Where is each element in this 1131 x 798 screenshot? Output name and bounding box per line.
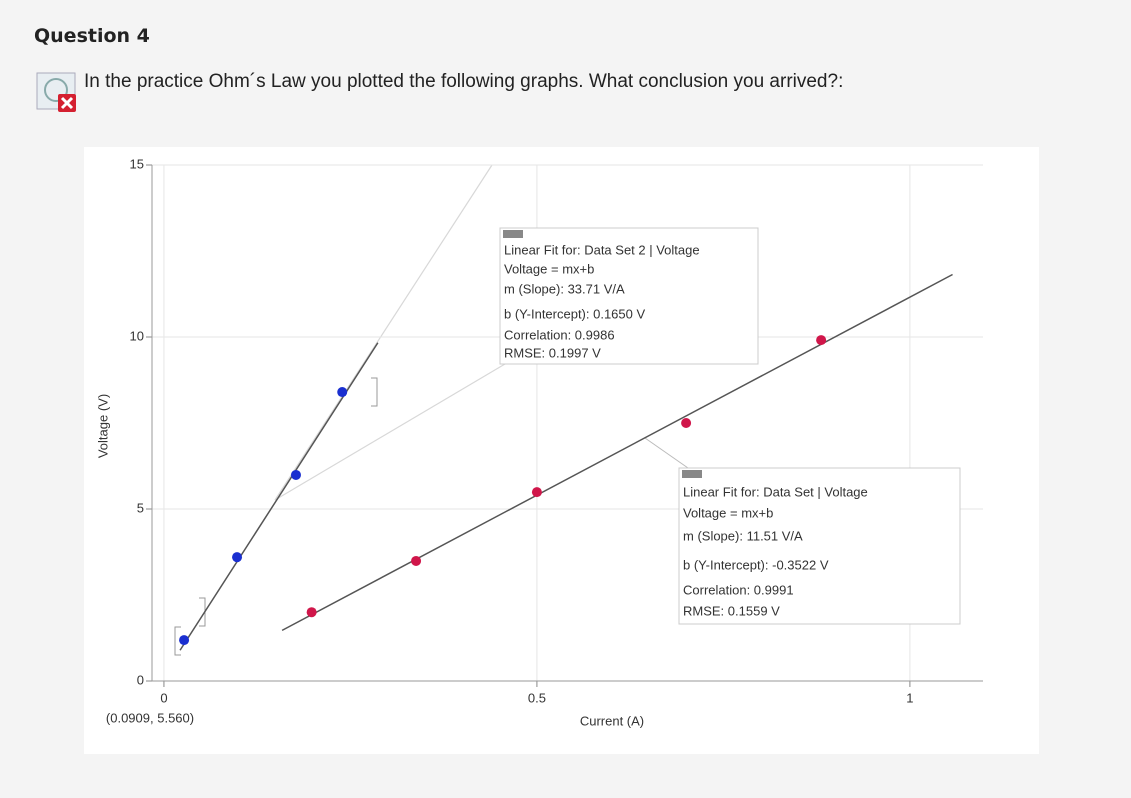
y-tick-label: 10 — [130, 328, 144, 343]
annotation-line: m (Slope): 33.71 V/A — [504, 281, 625, 296]
annotation-line: RMSE: 0.1997 V — [504, 345, 601, 360]
x-tick-label: 0.5 — [528, 690, 546, 705]
annotation-box — [678, 467, 961, 625]
annotation-line: m (Slope): 11.51 V/A — [683, 528, 803, 543]
question-title: Question 4 — [34, 25, 150, 47]
data-point — [232, 552, 243, 563]
fit-line — [281, 273, 953, 632]
annotation-line: Voltage = mx+b — [683, 505, 773, 520]
data-point — [531, 487, 542, 498]
data-point — [179, 635, 190, 646]
data-point — [411, 555, 422, 566]
callout-connector — [274, 363, 506, 501]
data-point — [306, 607, 317, 618]
callout-connector — [644, 437, 689, 469]
annotation-box — [499, 227, 759, 365]
annotation-line: Linear Fit for: Data Set 2 | Voltage — [504, 242, 700, 257]
data-point — [337, 387, 348, 398]
cursor-readout: (0.0909, 5.560) — [106, 710, 194, 725]
annotation-handle — [682, 470, 702, 478]
y-tick-label: 0 — [137, 672, 144, 687]
annotation-line: RMSE: 0.1559 V — [683, 603, 780, 618]
annotation-handle — [503, 230, 523, 238]
icon-check — [44, 78, 68, 102]
annotation-line: Voltage = mx+b — [504, 261, 594, 276]
data-point — [816, 335, 827, 346]
y-tick-label: 5 — [137, 500, 144, 515]
annotation-line: Correlation: 0.9986 — [504, 327, 615, 342]
annotation-line: Linear Fit for: Data Set | Voltage — [683, 484, 868, 499]
icon-x-mark — [60, 96, 74, 110]
status-icon — [36, 72, 76, 112]
y-tick-label: 15 — [130, 156, 144, 171]
annotation-line: Correlation: 0.9991 — [683, 582, 794, 597]
x-tick-label: 1 — [906, 690, 913, 705]
question-prompt: In the practice Ohm´s Law you plotted th… — [84, 71, 844, 92]
annotation-line: b (Y-Intercept): -0.3522 V — [683, 557, 829, 572]
guide-line — [274, 164, 493, 501]
y-axis-label: Voltage (V) — [95, 394, 110, 458]
data-point — [681, 418, 692, 428]
annotation-line: b (Y-Intercept): 0.1650 V — [504, 306, 645, 321]
x-tick-label: 0 — [160, 690, 167, 705]
data-point — [290, 469, 301, 480]
x-axis-label: Current (A) — [580, 713, 644, 728]
